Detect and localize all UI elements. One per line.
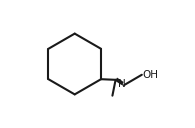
Text: N: N [118,79,126,89]
Text: OH: OH [142,70,159,80]
